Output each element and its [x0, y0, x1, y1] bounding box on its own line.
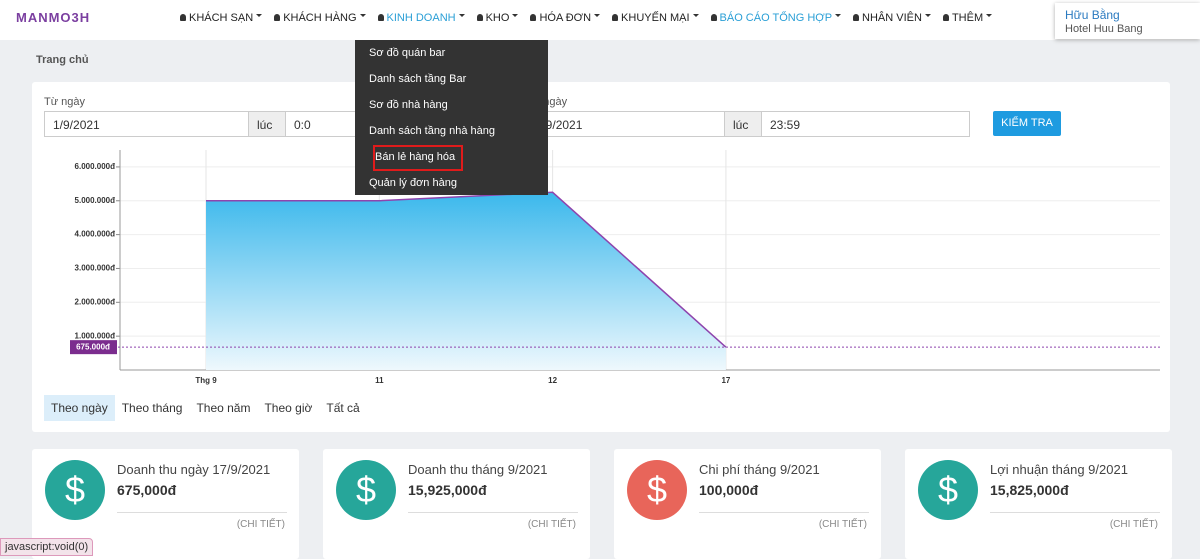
menu-item[interactable]: Danh sách tầng nhà hàng [369, 125, 495, 137]
menu-item[interactable]: Sơ đồ nhà hàng [369, 99, 448, 111]
nav-item[interactable]: NHÂN VIÊN [853, 12, 931, 24]
nav-item[interactable]: KINH DOANH [378, 12, 465, 24]
check-button[interactable]: KIỂM TRA [993, 111, 1061, 136]
card-link[interactable]: (CHI TIẾT) [527, 519, 576, 530]
tab[interactable]: Theo năm [196, 401, 251, 415]
tab[interactable]: Theo ngày [44, 395, 115, 421]
label: Từ ngày [44, 96, 85, 108]
x-tick-label: 17 [721, 376, 730, 385]
tab[interactable]: Theo tháng [121, 401, 183, 415]
y-tick-label: 5.000.000đ [75, 196, 116, 205]
input[interactable]: 0:0 [285, 111, 365, 137]
y-tick-label: 2.000.000đ [75, 297, 116, 306]
stat-card: $ Chi phí tháng 9/2021 100,000đ (CHI TIẾT) [614, 449, 881, 559]
user-hotel: Hotel Huu Bang [1065, 23, 1143, 35]
card-title: Lợi nhuận tháng 9/2021 [990, 462, 1128, 477]
dollar-icon: $ [918, 460, 978, 520]
menu-item[interactable]: Quản lý đơn hàng [369, 177, 457, 189]
tab[interactable]: Theo giờ [264, 401, 313, 415]
stat-card: $ Doanh thu tháng 9/2021 15,925,000đ (CHI T… [323, 449, 590, 559]
top-bar: MANMO3H KHÁCH SẠN KHÁCH HÀNG KINH DOANH KHO… [0, 0, 1200, 40]
card-title: Doanh thu tháng 9/2021 [408, 462, 548, 477]
y-tick-label: 4.000.000đ [75, 230, 116, 239]
card-link[interactable]: (CHI TIẾT) [236, 519, 285, 530]
nav-item[interactable]: BÁO CÁO TỔNG HỢP [711, 12, 842, 24]
y-tick-label: 1.000.000đ [75, 331, 116, 340]
user-box[interactable]: Hữu Bằng Hotel Huu Bang [1055, 3, 1200, 39]
area [206, 192, 726, 370]
nav: KHÁCH SẠN KHÁCH HÀNG KINH DOANH KHO HÓA ĐƠN K… [180, 12, 992, 24]
dollar-icon: $ [336, 460, 396, 520]
x-tick-label: Thg 9 [195, 376, 217, 385]
addon: lúc [248, 111, 286, 137]
input[interactable]: 1/9/2021 [44, 111, 249, 137]
nav-item[interactable]: THÊM [943, 12, 992, 24]
nav-item[interactable]: KHUYẾN MẠI [612, 12, 698, 24]
menu-item[interactable]: Sơ đồ quán bar [369, 47, 446, 59]
card-divider [990, 512, 1160, 513]
line [206, 191, 727, 348]
nav-item[interactable]: KHO [477, 12, 519, 24]
logo[interactable]: MANMO3H [16, 10, 91, 25]
menu-item[interactable]: Danh sách tầng Bar [369, 73, 467, 85]
reference-label: 675.000đ [76, 342, 110, 351]
card-value: 675,000đ [117, 482, 177, 498]
card-value: 100,000đ [699, 482, 759, 498]
nav-item[interactable]: KHÁCH HÀNG [274, 12, 365, 24]
x-tick-label: 12 [548, 376, 557, 385]
card-link[interactable]: (CHI TIẾT) [1109, 519, 1158, 530]
menu-item[interactable]: Bán lẻ hàng hóa [373, 145, 463, 171]
tabs: Theo ngày Theo tháng Theo năm Theo giờ Tất c… [44, 395, 367, 421]
card-value: 15,825,000đ [990, 482, 1069, 498]
nav-item[interactable]: KHÁCH SẠN [180, 12, 262, 24]
dollar-icon: $ [45, 460, 105, 520]
stat-card: $ Lợi nhuận tháng 9/2021 15,825,000đ (CHI T… [905, 449, 1172, 559]
nav-item[interactable]: HÓA ĐƠN [530, 12, 600, 24]
tab[interactable]: Tất cả [326, 401, 360, 415]
reference-box [70, 340, 117, 355]
status-bar: javascript:void(0) [0, 538, 94, 556]
dropdown-menu: Sơ đồ quán bar Danh sách tầng Bar Sơ đồ nh… [355, 40, 548, 195]
y-tick-label: 3.000.000đ [75, 264, 116, 273]
card-divider [699, 512, 869, 513]
addon: lúc [724, 111, 762, 137]
card-value: 15,925,000đ [408, 482, 487, 498]
dollar-icon: $ [627, 460, 687, 520]
card-title: Doanh thu ngày 17/9/2021 [117, 462, 271, 477]
card-divider [408, 512, 578, 513]
x-tick-label: 11 [375, 376, 384, 385]
input[interactable]: 23:59 [761, 111, 970, 137]
y-tick-label: 6.000.000đ [75, 162, 116, 171]
breadcrumb[interactable]: Trang chủ [36, 54, 89, 66]
card-divider [117, 512, 287, 513]
card-link[interactable]: (CHI TIẾT) [818, 519, 867, 530]
user-name: Hữu Bằng [1065, 8, 1120, 22]
card-title: Chi phí tháng 9/2021 [699, 462, 820, 477]
